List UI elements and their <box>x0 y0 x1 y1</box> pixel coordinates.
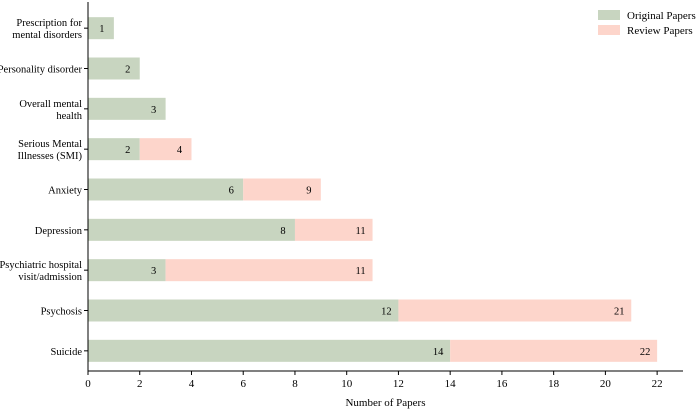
x-tick-label-1: 2 <box>137 378 143 390</box>
category-label-3-line-1: Illnesses (SMI) <box>18 151 83 162</box>
data-label-2-0: 3 <box>151 105 156 116</box>
data-label-1-0: 2 <box>125 65 130 76</box>
category-label-6-line-0: Psychiatric hospital <box>0 260 82 271</box>
bar-original-2 <box>88 97 166 120</box>
x-tick-label-2: 4 <box>189 378 195 390</box>
legend-label-0: Original Papers <box>627 10 696 22</box>
x-axis-title: Number of Papers <box>345 397 425 409</box>
bar-original-7 <box>88 299 399 322</box>
category-label-7: Psychosis <box>41 307 82 318</box>
category-label-2-line-0: Overall mental <box>19 99 82 110</box>
x-tick-label-3: 6 <box>240 378 246 390</box>
data-label-4-1: 9 <box>306 186 311 197</box>
bar-review-8 <box>450 339 658 362</box>
legend-label-1: Review Papers <box>627 25 693 37</box>
x-tick-label-0: 0 <box>85 378 91 390</box>
data-label-5-1: 11 <box>356 226 366 237</box>
category-label-1: Personality disorder <box>0 65 82 76</box>
bar-review-6 <box>165 259 373 282</box>
x-tick-label-5: 10 <box>341 378 353 390</box>
data-label-5-0: 8 <box>280 226 285 237</box>
category-label-5: Depression <box>35 226 83 237</box>
bar-original-8 <box>88 339 451 362</box>
data-label-0-0: 1 <box>99 24 104 35</box>
data-label-7-0: 12 <box>381 307 392 318</box>
legend-swatch-0 <box>598 10 620 20</box>
bar-original-4 <box>88 178 244 201</box>
x-tick-label-6: 12 <box>393 378 404 390</box>
bar-original-6 <box>88 259 166 282</box>
bar-original-0 <box>88 17 114 40</box>
category-label-6-line-1: visit/admission <box>18 272 82 283</box>
bar-review-5 <box>294 218 373 241</box>
data-label-3-1: 4 <box>177 145 183 156</box>
x-tick-label-7: 14 <box>445 378 457 390</box>
x-tick-label-8: 16 <box>496 378 508 390</box>
data-label-6-1: 11 <box>356 266 366 277</box>
category-label-8: Suicide <box>51 347 83 358</box>
x-tick-label-4: 8 <box>292 378 298 390</box>
category-label-0-line-1: mental disorders <box>12 30 82 41</box>
category-label-0-line-0: Prescription for <box>16 18 82 29</box>
data-label-4-0: 6 <box>229 186 234 197</box>
category-label-4: Anxiety <box>48 186 83 197</box>
x-tick-label-10: 20 <box>600 378 612 390</box>
x-tick-label-9: 18 <box>548 378 560 390</box>
bar-original-5 <box>88 218 295 241</box>
bar-original-1 <box>88 57 140 80</box>
legend-swatch-1 <box>598 25 620 35</box>
x-tick-label-11: 22 <box>652 378 663 390</box>
bar-original-3 <box>88 138 140 161</box>
bar-review-3 <box>139 138 192 161</box>
data-label-8-1: 22 <box>640 347 651 358</box>
data-label-7-1: 21 <box>614 307 625 318</box>
data-label-8-0: 14 <box>433 347 444 358</box>
data-label-3-0: 2 <box>125 145 130 156</box>
bar-review-7 <box>398 299 632 322</box>
bar-review-4 <box>243 178 321 201</box>
data-label-6-0: 3 <box>151 266 156 277</box>
category-label-3-line-0: Serious Mental <box>18 139 82 150</box>
category-label-2-line-1: health <box>56 111 82 122</box>
